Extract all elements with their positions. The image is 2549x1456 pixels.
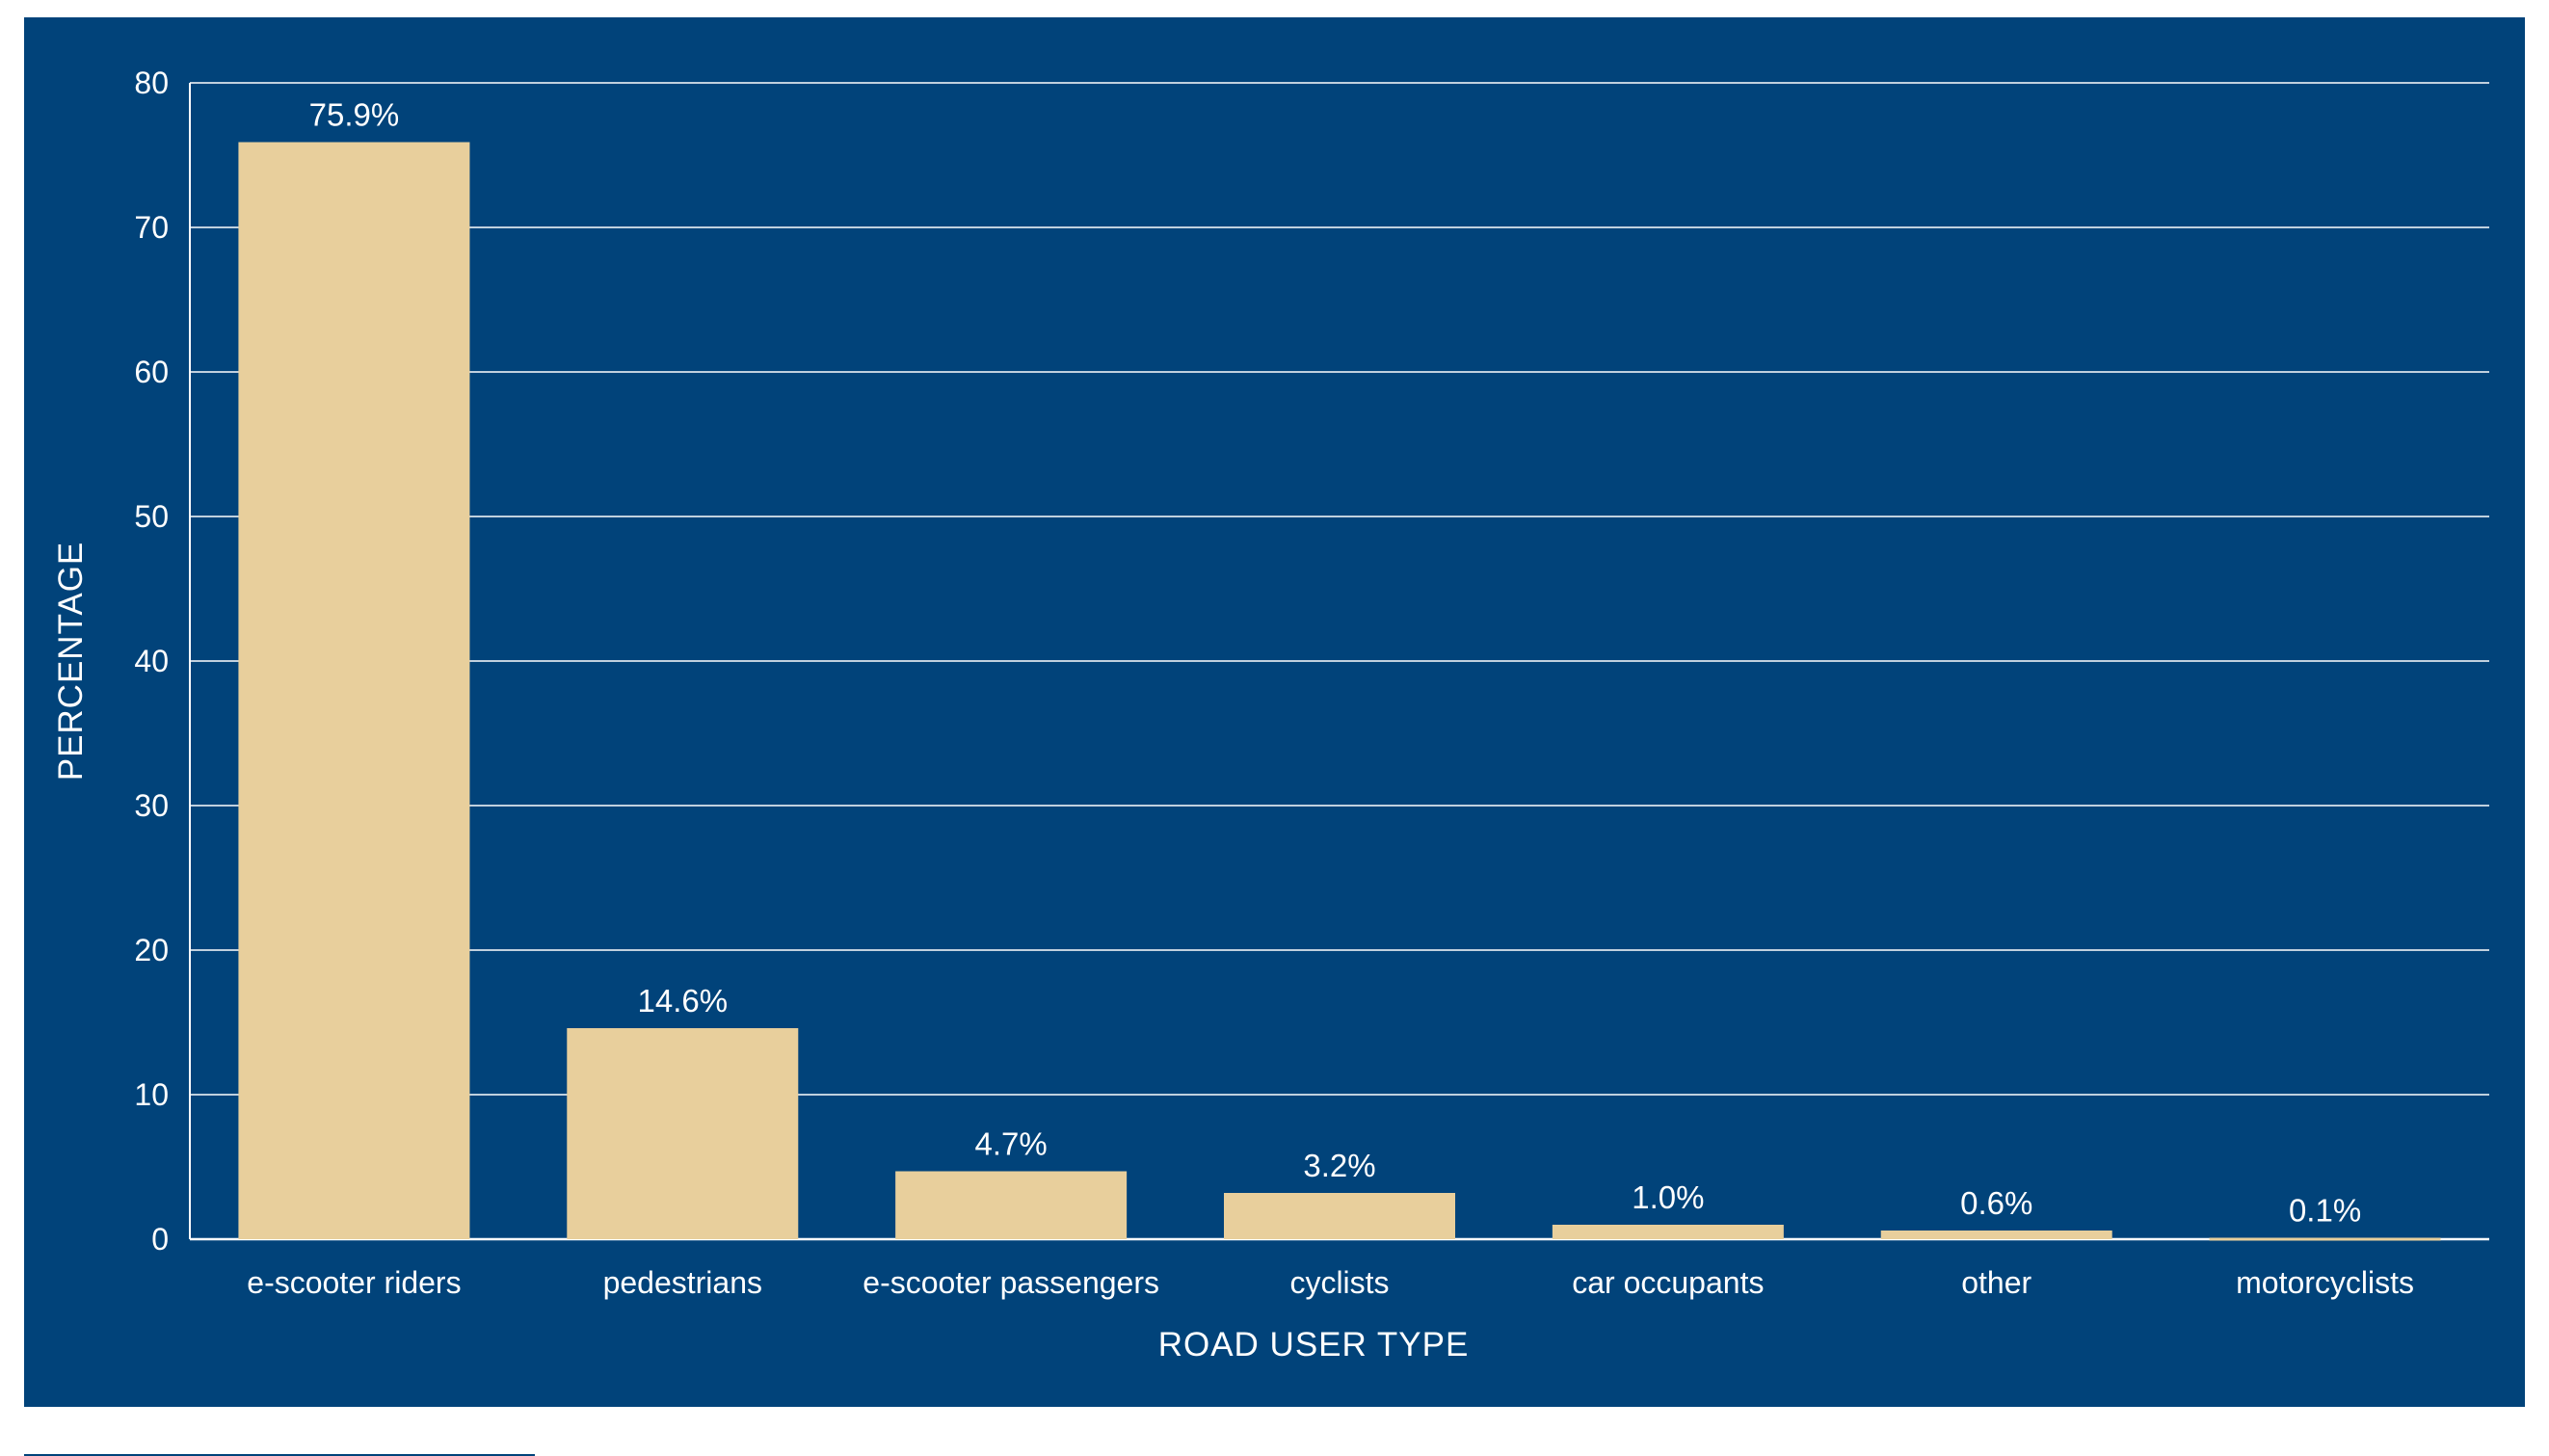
data-label: 4.7% [975, 1126, 1048, 1162]
bar [1224, 1193, 1455, 1239]
y-tick-label: 50 [134, 499, 169, 534]
bar [1880, 1231, 2112, 1239]
y-tick-label: 30 [134, 788, 169, 823]
data-label: 3.2% [1303, 1148, 1375, 1183]
data-label: 0.6% [1960, 1185, 2032, 1221]
data-label: 14.6% [637, 983, 728, 1019]
chart-panel: 75.9% 14.6% 4.7% 3.2% 1.0% 0.6% 0.1% 0 10 20 30 40… [24, 17, 2525, 1407]
x-tick-label: e-scooter riders [247, 1265, 461, 1300]
data-labels: 75.9% 14.6% 4.7% 3.2% 1.0% 0.6% 0.1% [309, 97, 2362, 1229]
x-tick-labels: e-scooter riders pedestrians e-scooter pas… [247, 1265, 2414, 1300]
x-tick-label: car occupants [1572, 1265, 1764, 1300]
y-tick-label: 10 [134, 1077, 169, 1112]
bottom-rule [24, 1454, 535, 1456]
bar [567, 1028, 799, 1239]
x-tick-label: other [1961, 1265, 2031, 1300]
y-tick-labels: 0 10 20 30 40 50 60 70 80 [134, 66, 169, 1257]
x-tick-label: motorcyclists [2236, 1265, 2414, 1300]
data-label: 0.1% [2289, 1193, 2361, 1229]
y-tick-label: 40 [134, 644, 169, 678]
bar [238, 142, 470, 1239]
bar [895, 1171, 1128, 1239]
bar-chart: 75.9% 14.6% 4.7% 3.2% 1.0% 0.6% 0.1% 0 10 20 30 40… [52, 66, 2489, 1363]
y-tick-label: 60 [134, 355, 169, 389]
bars [238, 142, 2441, 1241]
y-tick-label: 20 [134, 933, 169, 967]
x-axis-title: ROAD USER TYPE [1158, 1326, 1470, 1363]
x-tick-label: e-scooter passengers [863, 1265, 1159, 1300]
bar [1552, 1225, 1784, 1239]
bar [2209, 1237, 2441, 1241]
y-tick-label: 0 [151, 1222, 169, 1257]
y-axis-title: PERCENTAGE [52, 542, 90, 781]
data-label: 75.9% [309, 97, 400, 133]
y-tick-label: 70 [134, 210, 169, 245]
data-label: 1.0% [1632, 1179, 1704, 1215]
gridlines [190, 82, 2489, 1241]
x-tick-label: cyclists [1289, 1265, 1389, 1300]
y-tick-label: 80 [134, 66, 169, 100]
x-tick-label: pedestrians [603, 1265, 762, 1300]
